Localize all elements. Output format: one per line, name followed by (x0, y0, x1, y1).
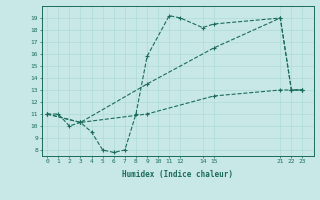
X-axis label: Humidex (Indice chaleur): Humidex (Indice chaleur) (122, 170, 233, 179)
